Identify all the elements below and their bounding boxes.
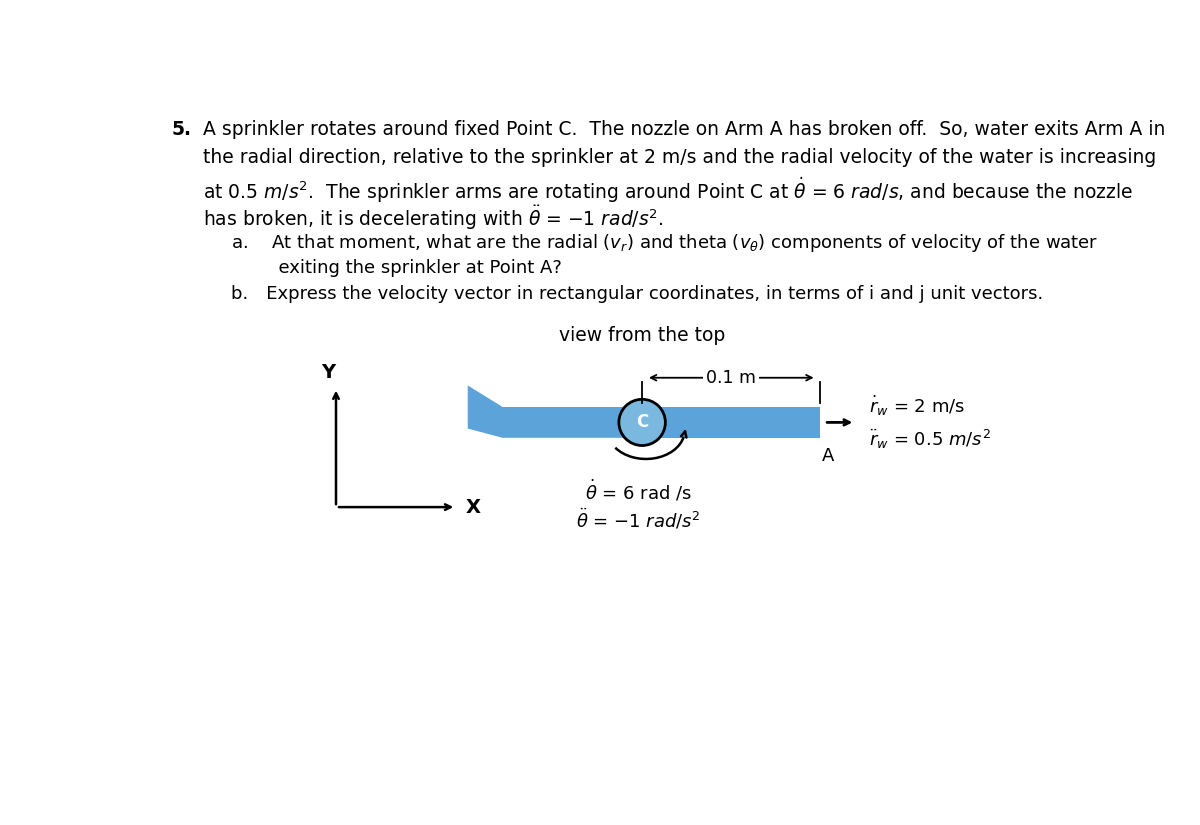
Text: $\dot{r}_w$ = 2 m/s: $\dot{r}_w$ = 2 m/s xyxy=(869,394,965,417)
Text: $\dot{\theta}$ = 6 rad /s: $\dot{\theta}$ = 6 rad /s xyxy=(584,478,691,503)
Text: $\ddot{r}_w$ = 0.5 $m/s^2$: $\ddot{r}_w$ = 0.5 $m/s^2$ xyxy=(869,427,991,451)
FancyBboxPatch shape xyxy=(642,407,821,438)
Text: view from the top: view from the top xyxy=(559,326,725,345)
Text: $\ddot{\theta}$ = −1 $rad/s^2$: $\ddot{\theta}$ = −1 $rad/s^2$ xyxy=(576,507,701,531)
Text: 5.: 5. xyxy=(172,120,192,139)
Text: X: X xyxy=(466,497,480,516)
Text: C: C xyxy=(636,413,648,431)
Text: has broken, it is decelerating with $\ddot{\theta}$ = −1 $rad/s^2$.: has broken, it is decelerating with $\dd… xyxy=(203,203,664,232)
Text: 0.1 m: 0.1 m xyxy=(707,369,756,387)
Circle shape xyxy=(619,399,665,446)
Text: exiting the sprinkler at Point A?: exiting the sprinkler at Point A? xyxy=(232,259,563,277)
Text: Y: Y xyxy=(322,363,335,382)
Text: A sprinkler rotates around fixed Point C.  The nozzle on Arm A has broken off.  : A sprinkler rotates around fixed Point C… xyxy=(203,120,1165,139)
Text: b. Express the velocity vector in rectangular coordinates, in terms of i and j u: b. Express the velocity vector in rectan… xyxy=(232,285,1044,304)
Polygon shape xyxy=(468,385,642,438)
Text: A: A xyxy=(822,447,834,465)
Text: the radial direction, relative to the sprinkler at 2 m/s and the radial velocity: the radial direction, relative to the sp… xyxy=(203,148,1156,167)
Text: a.  At that moment, what are the radial ($v_r$) and theta ($v_{\theta}$) compone: a. At that moment, what are the radial (… xyxy=(232,232,1099,254)
Text: at 0.5 $m/s^2$.  The sprinkler arms are rotating around Point C at $\dot{\theta}: at 0.5 $m/s^2$. The sprinkler arms are r… xyxy=(203,175,1133,205)
